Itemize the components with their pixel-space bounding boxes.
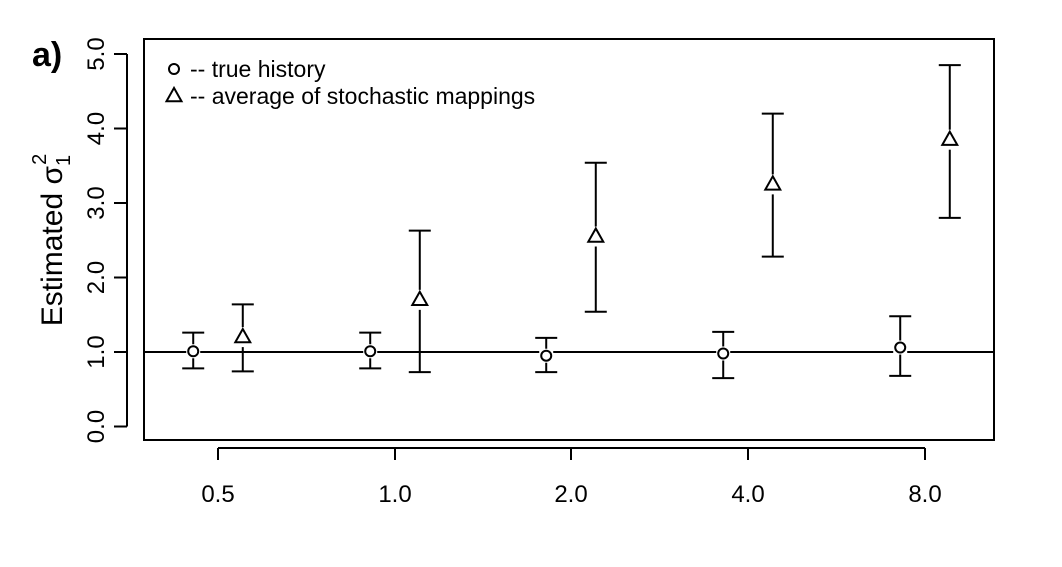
legend: -- true history-- average of stochastic … (164, 56, 535, 109)
y-tick-label: 2.0 (83, 261, 110, 294)
x-tick-label: 2.0 (554, 481, 587, 508)
circle-marker (717, 347, 730, 360)
x-tick-label: 4.0 (731, 481, 764, 508)
panel-label: a) (32, 36, 62, 74)
y-tick-label: 3.0 (83, 186, 110, 219)
y-axis-label-main: Estimated σ (36, 166, 69, 327)
triangle-marker (164, 85, 184, 103)
y-tick-label: 1.0 (83, 335, 110, 368)
y-axis-label: Estimated σ12 (29, 154, 75, 327)
x-tick-label: 8.0 (908, 481, 941, 508)
legend-label: -- true history (190, 56, 326, 82)
y-tick-label: 0.0 (83, 410, 110, 443)
y-tick-label: 5.0 (83, 37, 110, 70)
circle-marker (364, 345, 377, 358)
x-tick-label: 0.5 (201, 481, 234, 508)
circle-marker (894, 341, 907, 354)
y-tick-label: 4.0 (83, 112, 110, 145)
triangle-marker (410, 289, 429, 307)
x-tick-label: 1.0 (378, 481, 411, 508)
circle-marker (540, 349, 553, 362)
y-axis-label-sub: 1 (53, 155, 75, 166)
triangle-marker (586, 226, 605, 243)
y-axis-label-sup: 2 (29, 154, 51, 165)
triangle-marker (940, 129, 959, 146)
circle-marker (187, 345, 200, 358)
plot-frame (143, 38, 995, 441)
circle-marker (168, 63, 180, 75)
triangle-marker (763, 174, 782, 191)
axes-group: 0.0 1.0 2.0 3.0 4.0 5.0 0.5 1.0 2.0 4.0 8.0 (83, 37, 942, 508)
triangle-marker (233, 327, 252, 344)
marks-group (145, 64, 993, 380)
legend-label: -- average of stochastic mappings (190, 83, 535, 109)
